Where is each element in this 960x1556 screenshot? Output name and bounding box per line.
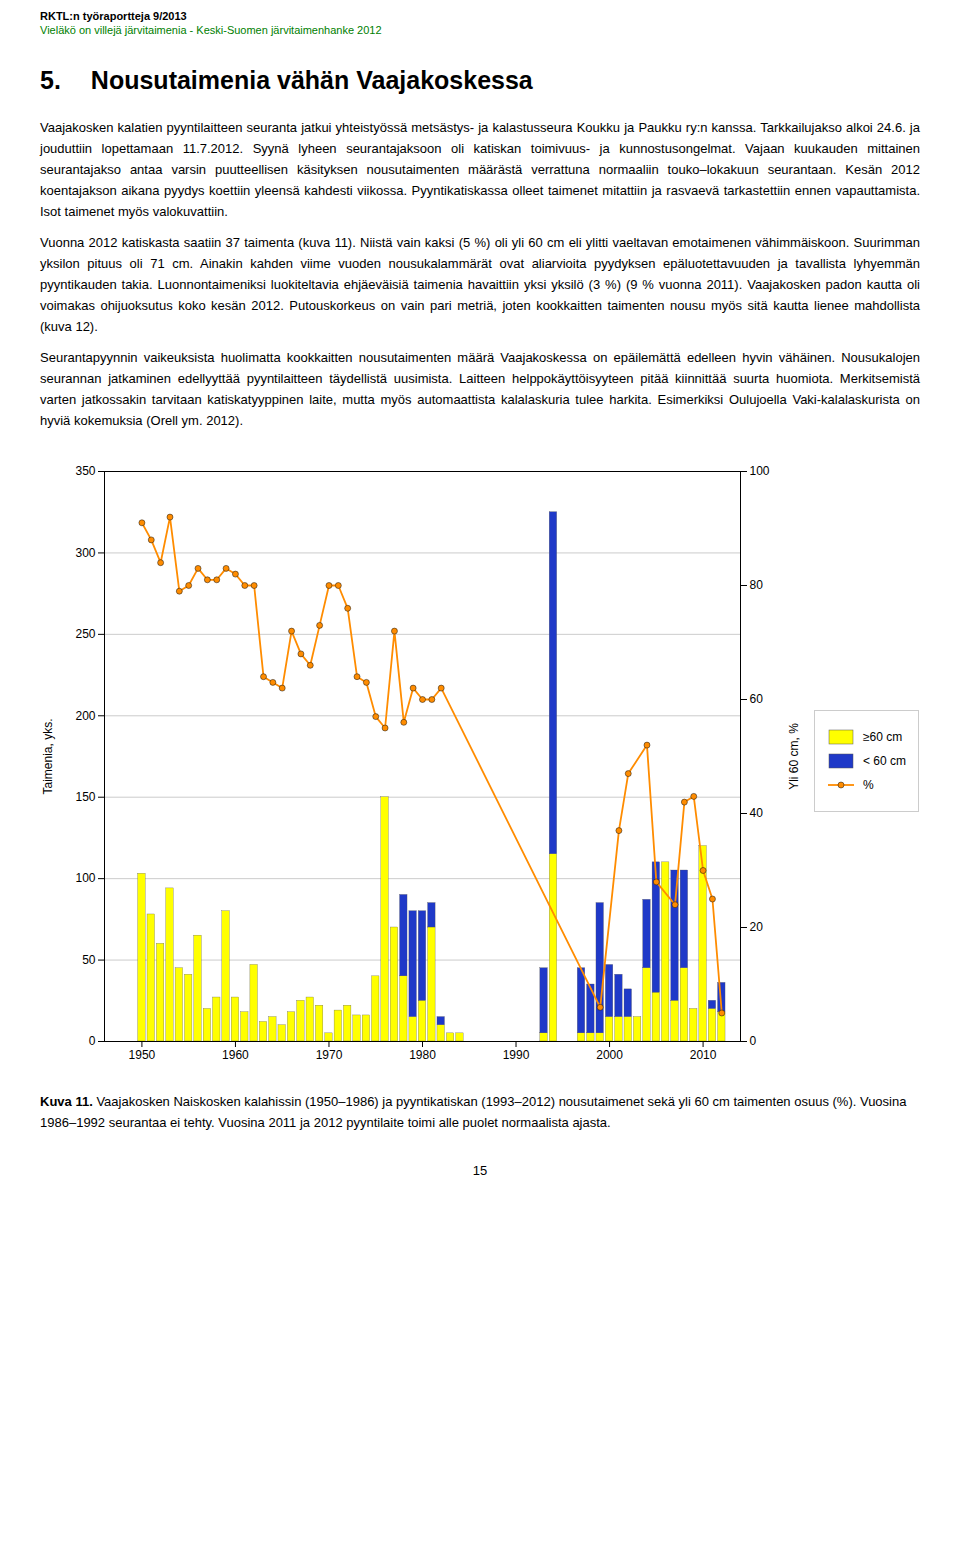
- svg-text:100: 100: [75, 871, 95, 885]
- html-text:Seurantapyynnin vaikeuksista h: Seurantapyynnin vaikeuksista huolimatta …: [40, 350, 920, 428]
- svg-text:1960: 1960: [222, 1048, 249, 1062]
- svg-text:50: 50: [82, 953, 96, 967]
- svg-text:60: 60: [750, 692, 764, 706]
- html-text:Vaajakosken kalatien pyyntilai: Vaajakosken kalatien pyyntilaitteen seur…: [40, 120, 920, 219]
- html-text:≥60 cm: ≥60 cm: [863, 730, 903, 744]
- svg-text:40: 40: [750, 806, 764, 820]
- svg-text:300: 300: [75, 546, 95, 560]
- svg-text:Yli 60 cm, %: Yli 60 cm, %: [787, 723, 801, 790]
- html-text:Vuonna 2012 katiskasta saatiin: Vuonna 2012 katiskasta saatiin 37 taimen…: [40, 235, 920, 334]
- svg-text:100: 100: [750, 464, 770, 478]
- html-text:Kuva 11. Vaajakosken Naiskoske: Kuva 11. Vaajakosken Naiskosken kalahiss…: [40, 1094, 907, 1130]
- svg-text:1970: 1970: [316, 1048, 343, 1062]
- html-text:Vieläkö on villejä järvitaimen: Vieläkö on villejä järvitaimenia - Keski…: [40, 24, 382, 36]
- svg-text:1950: 1950: [129, 1048, 156, 1062]
- svg-text:80: 80: [750, 578, 764, 592]
- svg-text:0: 0: [750, 1034, 757, 1048]
- svg-text:2000: 2000: [596, 1048, 623, 1062]
- svg-text:350: 350: [75, 464, 95, 478]
- svg-text:1980: 1980: [409, 1048, 436, 1062]
- svg-text:20: 20: [750, 920, 764, 934]
- svg-text:250: 250: [75, 627, 95, 641]
- svg-text:150: 150: [75, 790, 95, 804]
- html-text:RKTL:n työraportteja 9/2013: RKTL:n työraportteja 9/2013: [40, 10, 187, 22]
- svg-text:1990: 1990: [503, 1048, 530, 1062]
- html-text:5.: 5.: [40, 66, 61, 94]
- svg-text:0: 0: [89, 1034, 96, 1048]
- html-text:15: 15: [472, 1163, 488, 1178]
- html-text:Nousutaimenia vähän Vaajakoske: Nousutaimenia vähän Vaajakoskessa: [90, 66, 533, 94]
- svg-text:200: 200: [75, 709, 95, 723]
- svg-text:Taimenia, yks.: Taimenia, yks.: [41, 718, 55, 794]
- html-text:< 60 cm: < 60 cm: [863, 754, 906, 768]
- svg-text:2010: 2010: [690, 1048, 717, 1062]
